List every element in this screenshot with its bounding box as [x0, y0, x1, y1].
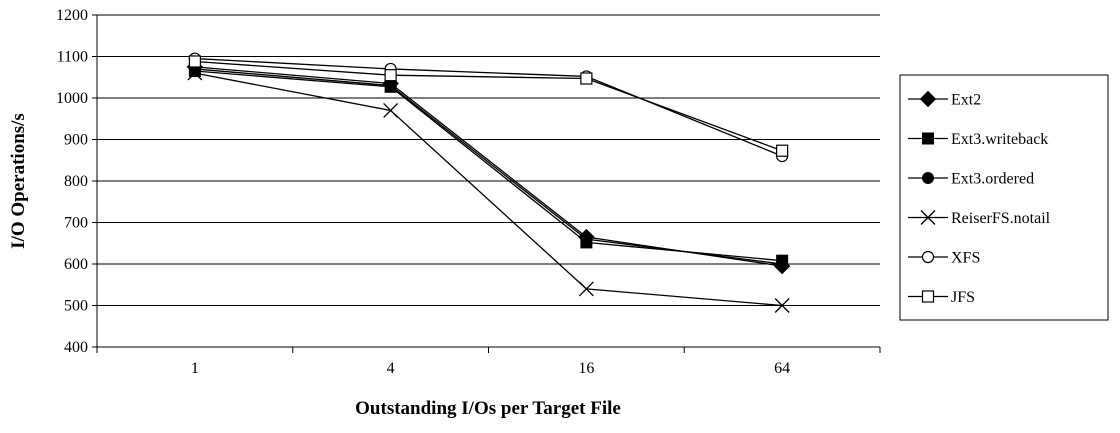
x-tick-labels: 1 4 16 64: [191, 360, 790, 377]
y-tick-label: 700: [64, 215, 88, 232]
x-tick-label: 64: [774, 360, 790, 377]
data-point: [777, 145, 788, 156]
series-jfs: [189, 56, 787, 156]
data-point: [384, 103, 398, 117]
y-tick-label: 1000: [56, 90, 88, 107]
series-line: [195, 73, 782, 305]
y-tick-label: 1100: [57, 49, 88, 66]
y-tick-label: 400: [64, 339, 88, 356]
y-tick-labels: 400 500 600 700 800 900 1000 1100 1200: [56, 7, 88, 356]
y-tick-label: 500: [64, 298, 88, 315]
series-ext3-ordered: [189, 63, 787, 269]
y-tick-label: 900: [64, 132, 88, 149]
legend-marker: [923, 291, 934, 302]
data-point: [777, 259, 788, 270]
series-ext3-writeback: [189, 66, 787, 267]
x-axis-title: Outstanding I/Os per Target File: [355, 398, 621, 419]
data-point: [581, 73, 592, 84]
legend-label: Ext3.writeback: [951, 131, 1048, 148]
data-point: [385, 80, 396, 91]
y-tick-label: 1200: [56, 7, 88, 24]
legend-box: [900, 75, 1108, 320]
series-line: [195, 71, 782, 261]
series-line: [195, 67, 782, 266]
x-tick-label: 4: [387, 360, 395, 377]
data-point: [581, 234, 592, 245]
x-tick-label: 16: [578, 360, 594, 377]
y-axis-title: I/O Operations/s: [8, 113, 29, 249]
legend-label: Ext3.ordered: [951, 171, 1034, 188]
legend-label: Ext2: [951, 92, 981, 109]
axes: [92, 15, 880, 353]
series-ext2: [187, 59, 789, 273]
series-reiserfs-notail: [188, 66, 789, 312]
legend-label: XFS: [951, 250, 980, 267]
data-point: [189, 56, 200, 67]
y-tick-label: 800: [64, 173, 88, 190]
legend-marker: [923, 133, 934, 144]
legend: Ext2 Ext3.writeback Ext3.ordered ReiserFS.n…: [900, 75, 1108, 320]
legend-marker: [923, 252, 934, 263]
series-line: [195, 59, 782, 157]
data-point: [385, 70, 396, 81]
legend-label: ReiserFS.notail: [951, 210, 1051, 227]
series: [187, 53, 789, 312]
series-xfs: [189, 53, 787, 162]
legend-marker: [923, 173, 934, 184]
legend-label: JFS: [951, 289, 975, 306]
x-tick-label: 1: [191, 360, 199, 377]
y-tick-label: 600: [64, 256, 88, 273]
